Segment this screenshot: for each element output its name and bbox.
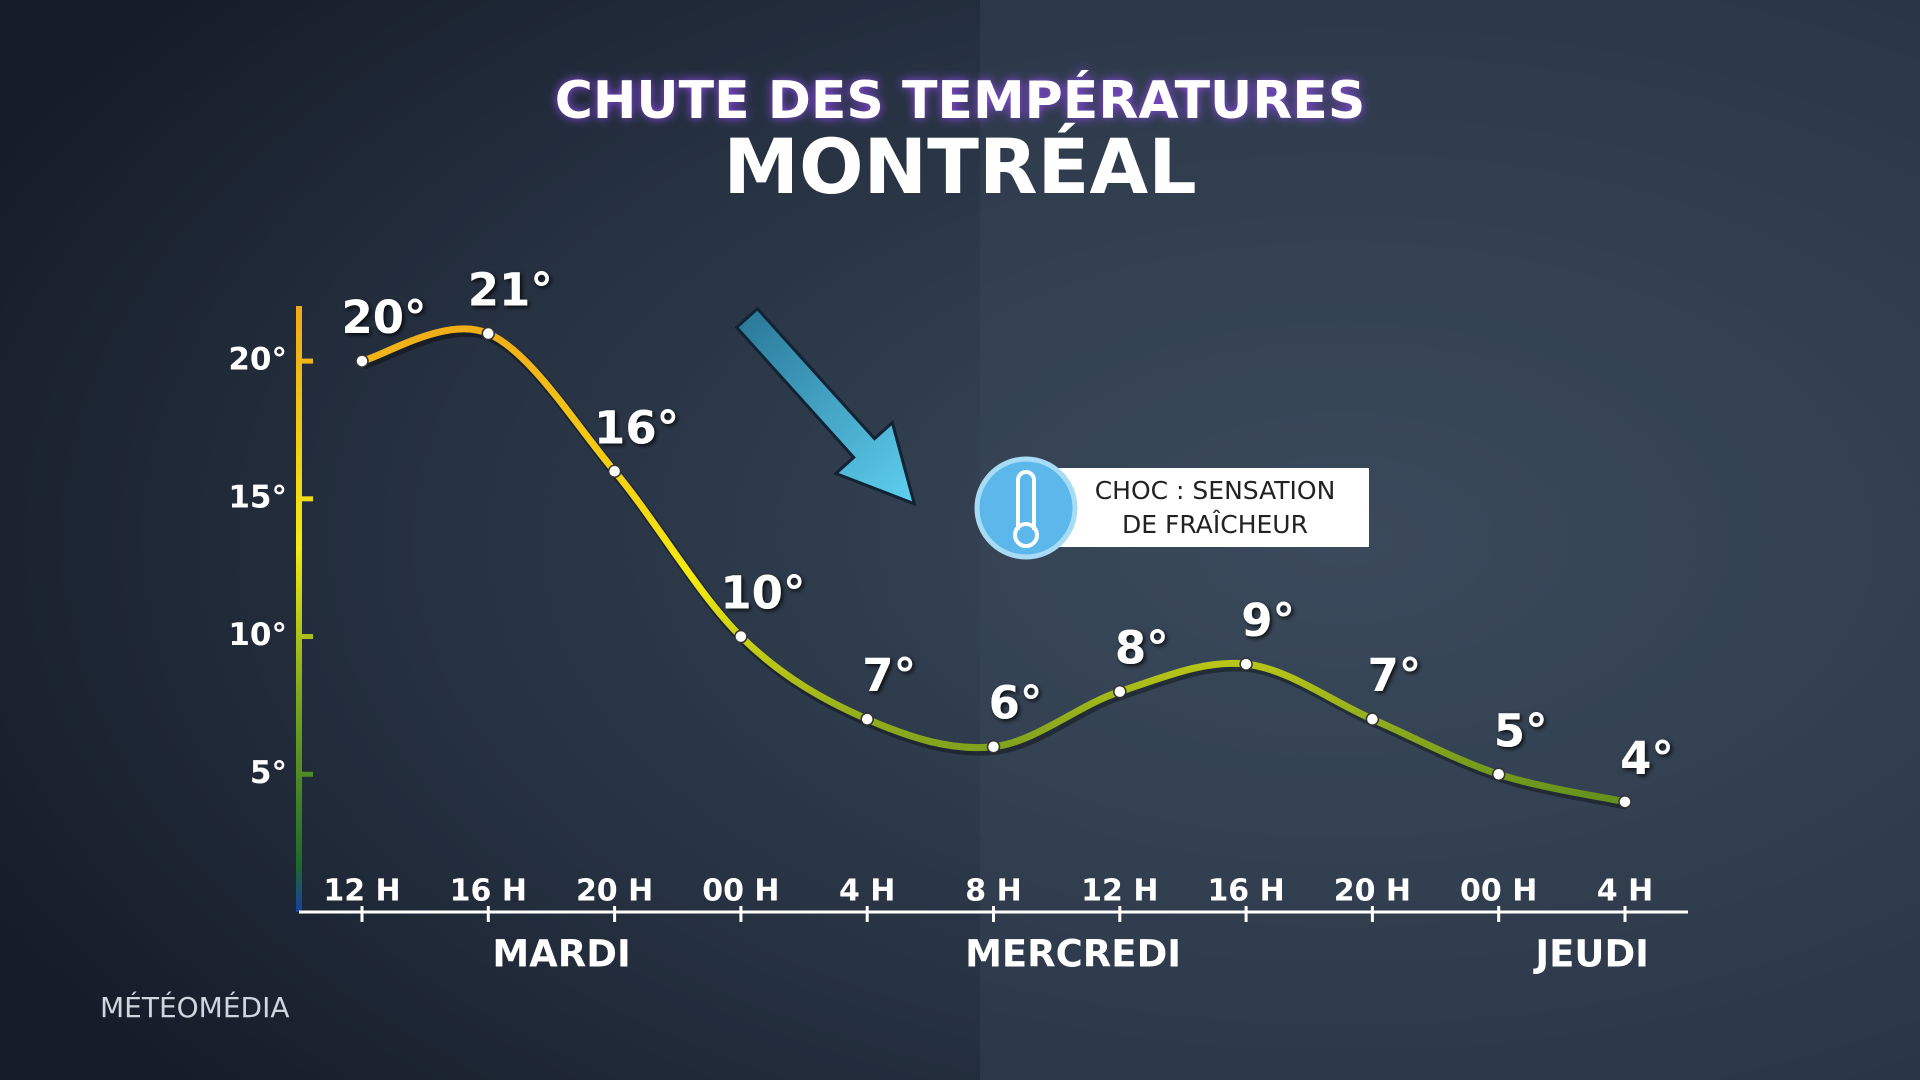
x-tick-label: 20 H — [1334, 874, 1411, 909]
point — [1491, 767, 1506, 782]
value-label: 7° — [862, 649, 916, 702]
callout-box — [1053, 468, 1369, 547]
thermometer-icon — [1013, 470, 1039, 548]
y-tick-label: 15° — [228, 479, 287, 515]
x-tick-label: 8 H — [965, 874, 1021, 909]
value-label: 8° — [1115, 622, 1169, 675]
brand: MÉTÉOMÉDIA — [100, 990, 290, 1024]
callout-text: CHOC : SENSATION — [1095, 476, 1336, 505]
day-label: JEUDI — [1532, 933, 1649, 976]
y-axis — [296, 306, 302, 912]
chart-title: CHUTE DES TEMPÉRATURES — [555, 70, 1366, 131]
x-tick-label: 00 H — [702, 874, 779, 909]
point — [1113, 684, 1127, 699]
value-label: 5° — [1494, 704, 1548, 757]
trend-arrow — [734, 306, 917, 507]
x-tick-label: 12 H — [1081, 874, 1158, 909]
x-tick-label: 4 H — [839, 874, 895, 909]
point — [607, 464, 622, 479]
point — [734, 629, 748, 644]
value-label: 20° — [341, 291, 426, 344]
line — [361, 325, 1626, 806]
value-label: 6° — [989, 677, 1043, 730]
callout-icon — [974, 456, 1078, 560]
x-tick-label: 00 H — [1460, 874, 1537, 909]
value-label: 10° — [720, 567, 805, 620]
x-tick-label: 20 H — [576, 874, 653, 909]
y-tick-label: 5° — [250, 755, 287, 791]
value-label: 4° — [1620, 732, 1674, 785]
point — [481, 326, 496, 341]
x-tick-label: 4 H — [1597, 874, 1653, 909]
y-tick-label: 20° — [228, 342, 287, 378]
value-label: 7° — [1367, 649, 1421, 702]
x-tick-label: 16 H — [450, 874, 527, 909]
y-tick-label: 10° — [228, 617, 287, 653]
value-label: 21° — [468, 264, 553, 317]
chart-subtitle: MONTRÉAL — [723, 122, 1196, 211]
callout-text: DE FRAÎCHEUR — [1122, 510, 1308, 539]
x-tick-label: 12 H — [323, 874, 400, 909]
day-label: MERCREDI — [965, 933, 1181, 976]
point — [355, 354, 369, 368]
value-label: 16° — [594, 401, 679, 454]
day-label: MARDI — [492, 933, 630, 976]
point — [1239, 657, 1253, 671]
plot-area: 5° 10° 15° 20° 12 H 16 H 20 H 00 H 4 H 8 H 12 H 16 … — [228, 264, 1688, 976]
point — [986, 739, 1001, 754]
point — [1365, 712, 1380, 726]
point — [1618, 795, 1632, 809]
point — [860, 712, 874, 726]
x-tick-label: 16 H — [1207, 874, 1284, 909]
value-label: 9° — [1241, 594, 1295, 647]
